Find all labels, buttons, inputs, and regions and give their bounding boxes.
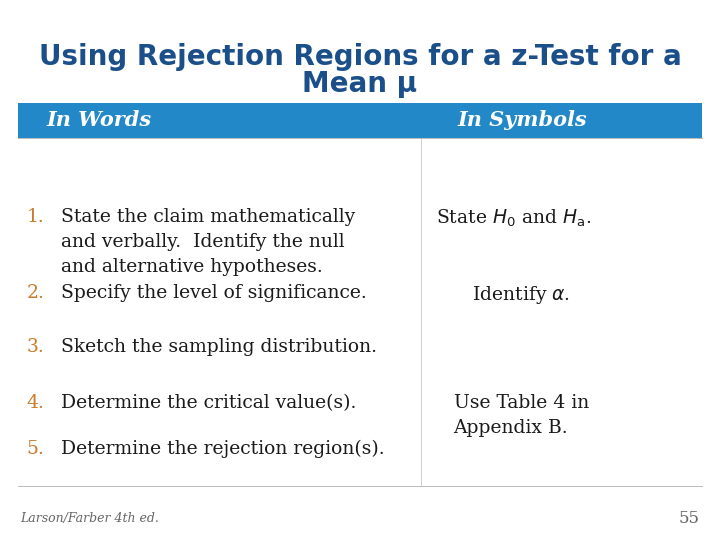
Text: In Words: In Words <box>47 110 152 130</box>
Text: 2.: 2. <box>27 284 45 301</box>
Text: Using Rejection Regions for a z-Test for a: Using Rejection Regions for a z-Test for… <box>39 43 681 71</box>
Text: State $H_0$ and $H_{\mathrm{a}}$.: State $H_0$ and $H_{\mathrm{a}}$. <box>436 208 590 229</box>
Text: 4.: 4. <box>27 394 45 412</box>
Text: Mean μ: Mean μ <box>302 70 418 98</box>
Text: 55: 55 <box>679 510 700 527</box>
Text: 5.: 5. <box>27 440 45 458</box>
Text: Determine the rejection region(s).: Determine the rejection region(s). <box>61 440 384 458</box>
Text: Use Table 4 in
Appendix B.: Use Table 4 in Appendix B. <box>454 394 589 437</box>
Text: Determine the critical value(s).: Determine the critical value(s). <box>61 394 356 412</box>
Text: Identify $\alpha$.: Identify $\alpha$. <box>472 284 570 306</box>
Text: Sketch the sampling distribution.: Sketch the sampling distribution. <box>61 338 377 355</box>
Text: 3.: 3. <box>27 338 45 355</box>
Text: State the claim mathematically
and verbally.  Identify the null
and alternative : State the claim mathematically and verba… <box>61 208 356 276</box>
Text: Specify the level of significance.: Specify the level of significance. <box>61 284 367 301</box>
Text: In Symbols: In Symbols <box>457 110 587 130</box>
Text: 1.: 1. <box>27 208 45 226</box>
Text: Larson/Farber 4th ed.: Larson/Farber 4th ed. <box>20 512 159 525</box>
